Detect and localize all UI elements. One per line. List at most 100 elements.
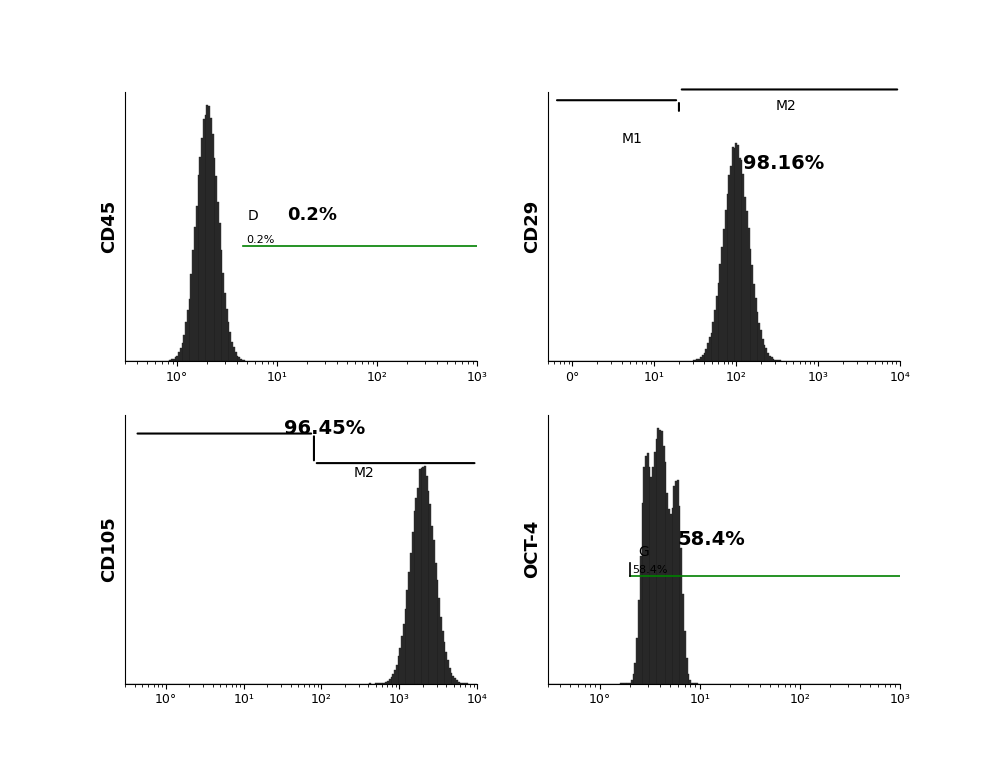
Bar bbox=[680, 548, 682, 684]
Bar bbox=[175, 357, 176, 361]
Bar bbox=[394, 670, 396, 684]
Bar bbox=[721, 247, 723, 361]
Bar bbox=[387, 680, 389, 684]
Bar bbox=[176, 356, 178, 361]
Bar bbox=[389, 678, 391, 684]
Bar bbox=[776, 360, 778, 361]
Bar bbox=[631, 680, 633, 684]
Bar bbox=[456, 680, 458, 684]
Bar bbox=[396, 665, 398, 684]
Bar bbox=[656, 439, 657, 684]
Bar bbox=[417, 488, 419, 684]
Bar bbox=[403, 624, 405, 684]
Bar bbox=[214, 158, 215, 361]
Y-axis label: OCT-4: OCT-4 bbox=[523, 520, 541, 578]
Bar bbox=[237, 356, 238, 361]
Bar bbox=[185, 323, 187, 361]
Bar bbox=[458, 681, 460, 684]
Bar bbox=[675, 482, 677, 684]
Bar bbox=[764, 345, 765, 361]
Bar bbox=[684, 631, 686, 684]
Bar bbox=[226, 309, 228, 361]
Bar bbox=[723, 229, 725, 361]
Bar bbox=[391, 677, 392, 684]
Bar bbox=[238, 357, 240, 361]
Bar bbox=[437, 580, 438, 684]
Bar bbox=[449, 668, 451, 684]
Bar bbox=[714, 310, 716, 361]
Text: 58.4%: 58.4% bbox=[632, 565, 668, 575]
Bar bbox=[412, 531, 414, 684]
Bar bbox=[410, 553, 412, 684]
Bar bbox=[428, 492, 429, 684]
Bar bbox=[385, 681, 387, 684]
Bar bbox=[194, 227, 196, 361]
Bar bbox=[643, 467, 645, 684]
Bar bbox=[640, 555, 642, 684]
Bar bbox=[242, 360, 244, 361]
Bar bbox=[203, 119, 205, 361]
Bar bbox=[679, 506, 680, 684]
Bar bbox=[696, 359, 698, 361]
Text: 58.4%: 58.4% bbox=[678, 530, 746, 549]
Bar bbox=[668, 508, 670, 684]
Bar bbox=[173, 359, 175, 361]
Text: M1: M1 bbox=[622, 132, 643, 147]
Bar bbox=[677, 480, 679, 684]
Bar bbox=[182, 343, 183, 361]
Bar bbox=[196, 206, 198, 361]
Bar bbox=[401, 637, 403, 684]
Y-axis label: CD105: CD105 bbox=[100, 516, 118, 582]
Bar bbox=[431, 526, 433, 684]
Bar bbox=[718, 283, 719, 361]
Bar bbox=[691, 683, 693, 684]
Bar bbox=[212, 134, 214, 361]
Bar bbox=[652, 467, 654, 684]
Bar bbox=[765, 348, 767, 361]
Bar bbox=[746, 211, 748, 361]
Bar bbox=[421, 468, 422, 684]
Bar bbox=[415, 498, 417, 684]
Bar bbox=[649, 467, 650, 684]
Bar bbox=[221, 250, 222, 361]
Bar bbox=[707, 343, 709, 361]
Bar bbox=[730, 166, 732, 361]
Bar bbox=[695, 360, 696, 361]
Bar bbox=[700, 357, 702, 361]
Bar bbox=[767, 353, 769, 361]
Bar bbox=[647, 453, 649, 684]
Bar bbox=[422, 467, 424, 684]
Bar bbox=[452, 676, 454, 684]
Bar bbox=[208, 106, 210, 361]
Bar bbox=[650, 477, 652, 684]
Text: 0.2%: 0.2% bbox=[287, 206, 337, 224]
Bar bbox=[405, 609, 406, 684]
Bar bbox=[704, 353, 705, 361]
Bar bbox=[433, 540, 435, 684]
Bar bbox=[189, 299, 190, 361]
Bar bbox=[435, 563, 437, 684]
Bar bbox=[663, 446, 665, 684]
Bar bbox=[629, 683, 631, 684]
Bar bbox=[424, 466, 426, 684]
Bar bbox=[670, 515, 672, 684]
Bar bbox=[753, 283, 755, 361]
Y-axis label: CD45: CD45 bbox=[100, 200, 118, 253]
Bar bbox=[742, 174, 744, 361]
Bar bbox=[444, 643, 445, 684]
Bar bbox=[741, 161, 742, 361]
Bar bbox=[398, 657, 399, 684]
Bar bbox=[180, 349, 182, 361]
Bar bbox=[638, 600, 640, 684]
Bar bbox=[762, 339, 764, 361]
Bar bbox=[654, 452, 656, 684]
Bar bbox=[673, 486, 675, 684]
Bar bbox=[235, 353, 237, 361]
Bar bbox=[198, 174, 199, 361]
Bar bbox=[760, 330, 762, 361]
Bar bbox=[645, 455, 647, 684]
Bar bbox=[233, 347, 235, 361]
Bar bbox=[460, 683, 461, 684]
Bar bbox=[383, 683, 385, 684]
Bar bbox=[698, 359, 700, 361]
